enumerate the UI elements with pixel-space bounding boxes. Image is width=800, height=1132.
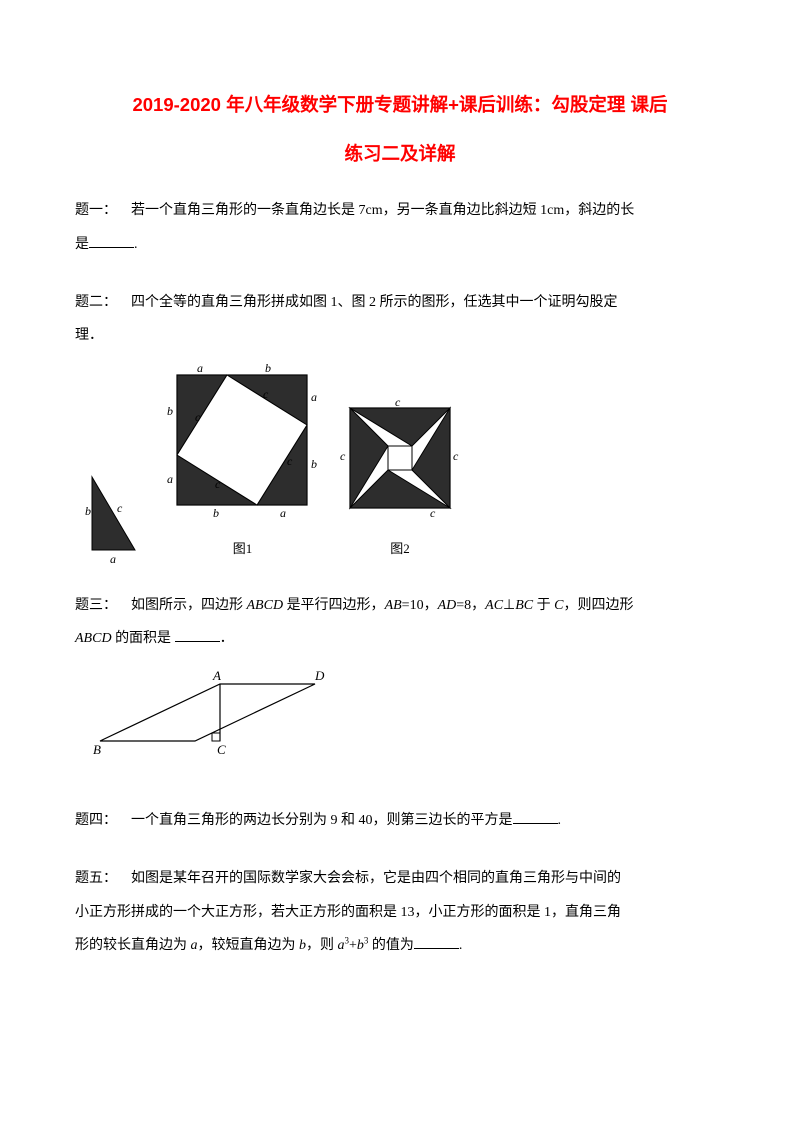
q5-line2: 小正方形拼成的一个大正方形，若大正方形的面积是 13，小正方形的面积是 1，直角…	[75, 905, 621, 920]
q3-line2-var: ABCD	[75, 631, 112, 646]
svg-text:D: D	[314, 668, 325, 683]
svg-text:c: c	[395, 398, 401, 409]
q2-fig1-caption: 图1	[165, 533, 320, 564]
svg-text:C: C	[217, 742, 226, 757]
q2-figure1: a b a b a b a b c c c c 图1	[165, 363, 320, 565]
q3-text1: 如图所示，四边形	[131, 598, 247, 613]
svg-text:a: a	[110, 552, 116, 565]
q5-label: 题五：	[75, 871, 117, 886]
svg-text:a: a	[311, 390, 317, 404]
q3-blank	[175, 628, 220, 642]
question-4: 题四： 一个直角三角形的两边长分别为 9 和 40，则第三边长的平方是.	[75, 804, 725, 838]
svg-text:c: c	[287, 454, 293, 468]
q5-text1: 如图是某年召开的国际数学家大会会标，它是由四个相同的直角三角形与中间的	[131, 871, 621, 886]
q3-line2-text2: ．	[220, 631, 234, 646]
svg-text:b: b	[311, 457, 317, 471]
q2-fig2-caption: 图2	[340, 533, 460, 564]
svg-text:b: b	[265, 363, 271, 375]
svg-text:c: c	[195, 410, 201, 424]
q1-blank	[89, 234, 134, 248]
q5-var2: b	[299, 938, 306, 953]
svg-text:b: b	[167, 404, 173, 418]
svg-text:c: c	[340, 449, 346, 463]
q2-label: 题二：	[75, 295, 117, 310]
svg-text:B: B	[93, 742, 101, 757]
q2-text2: 理．	[75, 328, 103, 343]
q3-var1: ABCD	[247, 598, 284, 613]
q5-line3-text4: +	[349, 938, 357, 953]
q3-text5: ⊥	[503, 598, 515, 613]
svg-text:a: a	[197, 363, 203, 375]
svg-text:b: b	[213, 506, 219, 518]
q2-text1: 四个全等的直角三角形拼成如图 1、图 2 所示的图形，任选其中一个证明勾股定	[131, 295, 618, 310]
svg-text:A: A	[212, 668, 221, 683]
svg-text:c: c	[215, 477, 221, 491]
svg-text:a: a	[167, 472, 173, 486]
q4-text1: 一个直角三角形的两边长分别为 9 和 40，则第三边长的平方是	[131, 813, 513, 828]
q1-label: 题一：	[75, 203, 117, 218]
q5-line3-text1: 形的较长直角边为	[75, 938, 191, 953]
svg-text:a: a	[280, 506, 286, 518]
q3-var5: BC	[515, 598, 533, 613]
question-2: 题二： 四个全等的直角三角形拼成如图 1、图 2 所示的图形，任选其中一个证明勾…	[75, 286, 725, 565]
svg-text:c: c	[117, 501, 123, 515]
question-1: 题一： 若一个直角三角形的一条直角边长是 7cm，另一条直角边比斜边短 1cm，…	[75, 194, 725, 261]
q2-figures: b a c a b a b a b	[85, 363, 725, 565]
question-5: 题五： 如图是某年召开的国际数学家大会会标，它是由四个相同的直角三角形与中间的 …	[75, 862, 725, 963]
q5-var3: a	[338, 938, 345, 953]
q3-figure: A D B C	[85, 666, 725, 775]
q3-text7: ，则四边形	[563, 598, 633, 613]
q3-label: 题三：	[75, 598, 117, 613]
q2-triangle-icon: b a c	[85, 470, 145, 565]
q3-var2: AB	[385, 598, 402, 613]
title-main: 2019-2020 年八年级数学下册专题讲解+课后训练：勾股定理 课后	[75, 85, 725, 126]
q3-var4: AC	[485, 598, 503, 613]
q5-line3-text2: ，较短直角边为	[198, 938, 300, 953]
question-3: 题三： 如图所示，四边形 ABCD 是平行四边形，AB=10，AD=8，AC⊥B…	[75, 589, 725, 775]
q5-line3-text3: ，则	[306, 938, 338, 953]
q5-var4: b	[357, 938, 364, 953]
q5-var1: a	[191, 938, 198, 953]
q1-text2: 是	[75, 237, 89, 252]
svg-text:c: c	[453, 449, 459, 463]
q3-text2: 是平行四边形，	[283, 598, 385, 613]
q3-line2-text1: 的面积是	[112, 631, 175, 646]
q5-line3-text5: 的值为	[368, 938, 414, 953]
q4-label: 题四：	[75, 813, 117, 828]
q3-text6: 于	[533, 598, 554, 613]
q3-text3: =10，	[402, 598, 438, 613]
q4-text2: .	[558, 813, 562, 828]
svg-text:c: c	[263, 387, 269, 401]
q1-text3: .	[134, 237, 138, 252]
q4-blank	[513, 810, 558, 824]
q5-line3-text6: .	[459, 938, 463, 953]
svg-text:c: c	[430, 506, 436, 518]
svg-text:b: b	[85, 504, 91, 518]
title-sub: 练习二及详解	[75, 134, 725, 175]
q2-figure2: c c c c 图2	[340, 398, 460, 565]
q3-var3: AD	[438, 598, 457, 613]
q1-text1: 若一个直角三角形的一条直角边长是 7cm，另一条直角边比斜边短 1cm，斜边的长	[131, 203, 634, 218]
q5-blank	[414, 935, 459, 949]
q3-text4: =8，	[456, 598, 485, 613]
